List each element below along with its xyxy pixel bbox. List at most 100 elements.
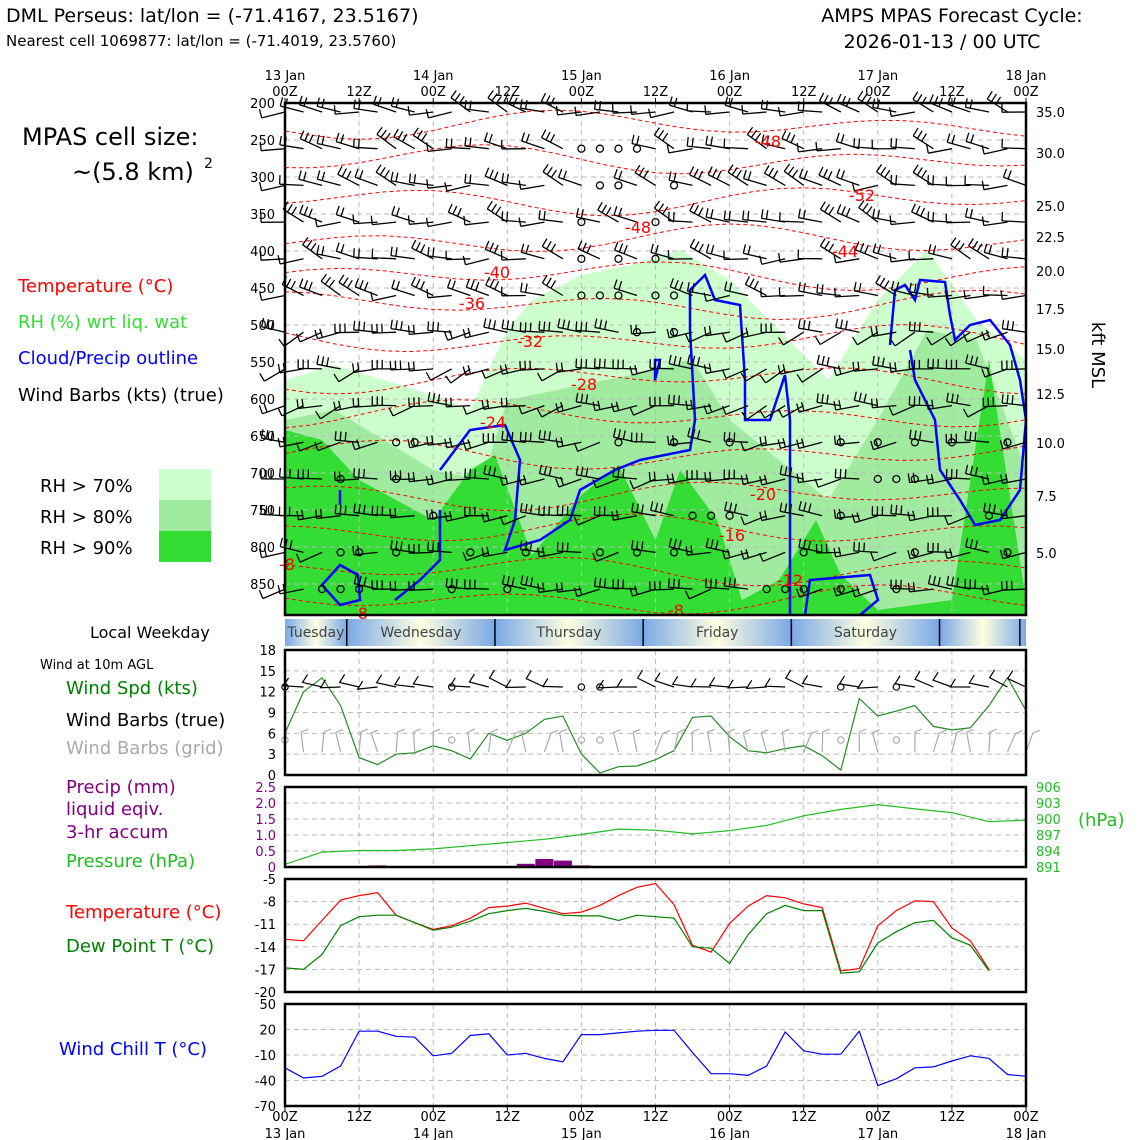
kft-tick-label: 35.0 xyxy=(1036,106,1065,121)
windchill-panel: 50 20 -10 -40 -70 xyxy=(255,998,1028,1115)
wind-barb xyxy=(352,545,378,556)
temperature-label: -36 xyxy=(459,294,485,313)
wind-barb xyxy=(723,250,749,261)
panel-tick-label: 0 xyxy=(268,769,276,784)
grid-wind-barb xyxy=(803,729,819,753)
wind-barb xyxy=(778,253,804,263)
wind-barb xyxy=(779,212,804,223)
temperature-contour xyxy=(284,439,1027,470)
wind-barb xyxy=(443,329,471,341)
wind-barb xyxy=(319,679,341,689)
pressure-tick-label: 850 xyxy=(250,578,275,593)
wind-barb xyxy=(481,546,508,558)
wind-barb xyxy=(668,354,693,370)
wind-barb xyxy=(723,469,749,480)
wind-barb xyxy=(907,548,934,560)
wind-barb xyxy=(929,94,953,113)
wind-barb xyxy=(462,404,490,415)
wind-barb xyxy=(764,677,786,688)
pressure-tick-label: 650 xyxy=(250,430,275,445)
pressure-tick-label: 800 xyxy=(250,541,275,556)
calm-wind-circle xyxy=(706,511,716,520)
wind-barb xyxy=(926,507,952,518)
wind-barb xyxy=(981,474,1008,486)
wind-barb xyxy=(723,577,749,590)
wind-barb xyxy=(462,327,489,339)
wind-barb xyxy=(445,397,471,408)
wind-barb xyxy=(836,204,860,223)
wind-barb xyxy=(833,435,860,446)
top-day-label: 17 Jan xyxy=(857,69,898,84)
wind-barb xyxy=(302,237,323,260)
top-hour-label: 00Z xyxy=(1013,85,1039,100)
wind-barb xyxy=(519,322,545,333)
wind-barb xyxy=(981,180,1008,191)
pressure-tick-label: 250 xyxy=(250,134,275,149)
wind-barb xyxy=(797,319,823,333)
rh70-swatch xyxy=(159,469,211,500)
cell-size-label: MPAS cell size: xyxy=(22,123,198,151)
calm-wind-circle xyxy=(336,584,345,594)
wind-barb xyxy=(723,138,749,150)
wind-barb xyxy=(445,577,471,590)
temperature-label: -52 xyxy=(849,186,875,205)
wind-barb xyxy=(297,359,323,370)
wind-barb xyxy=(450,90,471,113)
wind-barb xyxy=(914,670,934,688)
calm-wind-circle xyxy=(669,291,679,300)
wind-barb xyxy=(631,134,656,150)
wind-barb xyxy=(945,433,971,444)
weekday-cell xyxy=(346,619,495,646)
wind-barb xyxy=(375,164,397,186)
bottom-day-label: 18 Jan xyxy=(1006,1127,1047,1140)
wind-barb xyxy=(721,368,749,379)
calm-wind-circle xyxy=(614,144,623,153)
grid-wind-barb xyxy=(914,728,923,753)
wind-barb xyxy=(520,282,545,297)
wind-barb xyxy=(376,126,397,150)
panel-tick-label: -20 xyxy=(255,986,276,1001)
wind-barb xyxy=(907,472,934,484)
wind-barb xyxy=(889,215,915,226)
wind-barb xyxy=(407,472,434,483)
wind-barb xyxy=(445,471,471,482)
wind-barb xyxy=(611,510,638,521)
wind-barb xyxy=(259,141,286,152)
panel-tick-label: 2.0 xyxy=(255,797,276,812)
wind-barb xyxy=(705,208,730,223)
grid-wind-barb xyxy=(932,729,947,753)
weekday-label: Wednesday xyxy=(380,625,461,641)
grid-wind-barb xyxy=(821,728,830,753)
wind-barb xyxy=(815,141,841,152)
temperature-contour xyxy=(284,324,1027,353)
wind-barb xyxy=(260,317,286,333)
legend-rh: RH (%) wrt liq. wat xyxy=(18,312,187,333)
wind-barb xyxy=(858,200,879,223)
wind-barb xyxy=(427,541,452,554)
calm-wind-circle-grid xyxy=(892,736,901,744)
panel-tick-label: 15 xyxy=(259,665,276,680)
pressure-tick-label: 700 xyxy=(250,467,275,482)
wind-barb xyxy=(946,392,971,407)
wind-barb xyxy=(801,675,823,688)
calm-wind-circle xyxy=(910,474,919,484)
panel-frame xyxy=(283,877,1028,994)
panel-frame xyxy=(283,648,1028,777)
wind-barb xyxy=(647,108,675,119)
wind-barb xyxy=(650,243,675,260)
wind-barb xyxy=(1000,290,1027,300)
grid-wind-barb xyxy=(691,728,700,753)
wind-barb xyxy=(833,547,860,558)
wind-barb xyxy=(301,674,323,688)
wind-barb xyxy=(613,206,638,223)
wind-barb xyxy=(333,471,360,482)
wind-barb xyxy=(501,575,526,590)
wind-barb xyxy=(393,676,415,688)
wind-barb xyxy=(389,360,415,371)
wind-barb xyxy=(446,278,471,297)
wind-barb xyxy=(407,437,434,449)
panel-tick-label: 20 xyxy=(259,1024,276,1039)
wind-barb xyxy=(875,164,897,186)
wind-barb xyxy=(1001,211,1027,223)
panel-tick-label: 1.0 xyxy=(255,829,276,844)
